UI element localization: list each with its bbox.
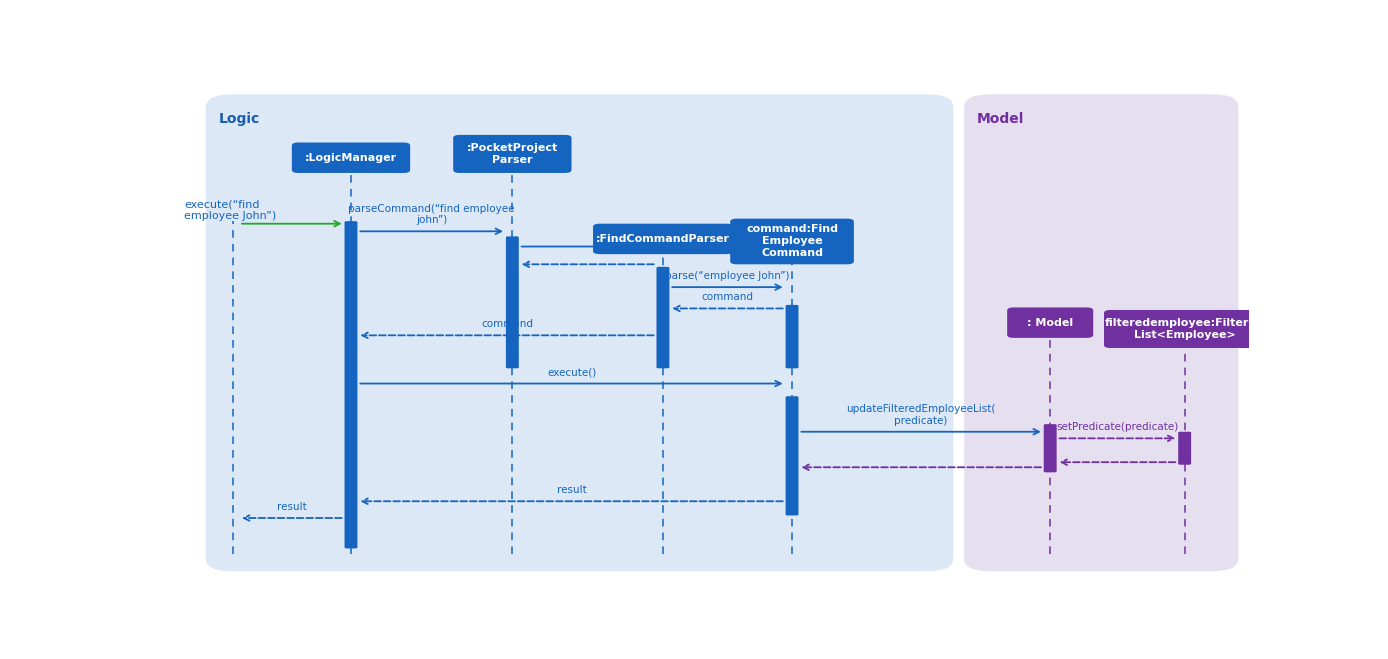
Text: result: result <box>278 502 307 512</box>
FancyBboxPatch shape <box>1103 310 1266 348</box>
Text: updateFilteredEmployeeList(
predicate): updateFilteredEmployeeList( predicate) <box>847 404 995 426</box>
Text: Logic: Logic <box>219 112 260 126</box>
FancyBboxPatch shape <box>1044 424 1056 473</box>
Text: execute(): execute() <box>547 368 595 378</box>
FancyBboxPatch shape <box>344 221 358 548</box>
Text: :PocketProject
Parser: :PocketProject Parser <box>466 143 558 165</box>
FancyBboxPatch shape <box>452 135 572 173</box>
Text: setPredicate(predicate): setPredicate(predicate) <box>1056 422 1178 432</box>
Text: : Model: : Model <box>1027 318 1073 328</box>
FancyBboxPatch shape <box>1008 307 1094 338</box>
Text: filteredemployee:Filtered
List<Employee>: filteredemployee:Filtered List<Employee> <box>1105 318 1264 340</box>
FancyBboxPatch shape <box>505 237 519 368</box>
Text: result: result <box>557 485 586 495</box>
Text: command: command <box>482 319 533 330</box>
Text: :LogicManager: :LogicManager <box>305 153 397 163</box>
Text: command:Find
Employee
Command: command:Find Employee Command <box>745 225 838 258</box>
FancyBboxPatch shape <box>205 94 954 571</box>
Text: parse(“employee John”): parse(“employee John”) <box>665 271 790 281</box>
FancyBboxPatch shape <box>593 223 733 254</box>
Text: command: command <box>701 293 754 302</box>
FancyBboxPatch shape <box>730 219 854 264</box>
FancyBboxPatch shape <box>657 267 669 368</box>
Text: execute(“find
employee John”): execute(“find employee John”) <box>185 200 276 221</box>
Text: parseCommand(“find employee
john”): parseCommand(“find employee john”) <box>348 204 515 225</box>
Text: Model: Model <box>977 112 1024 126</box>
Text: :FindCommandParser: :FindCommandParser <box>595 234 730 244</box>
FancyBboxPatch shape <box>965 94 1238 571</box>
FancyBboxPatch shape <box>291 142 411 173</box>
FancyBboxPatch shape <box>786 305 798 368</box>
FancyBboxPatch shape <box>1178 432 1191 465</box>
FancyBboxPatch shape <box>786 396 798 515</box>
